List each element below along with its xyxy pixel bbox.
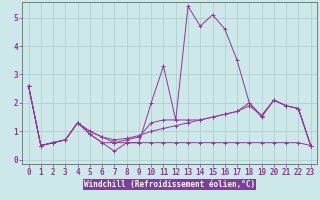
X-axis label: Windchill (Refroidissement éolien,°C): Windchill (Refroidissement éolien,°C) (84, 180, 255, 189)
